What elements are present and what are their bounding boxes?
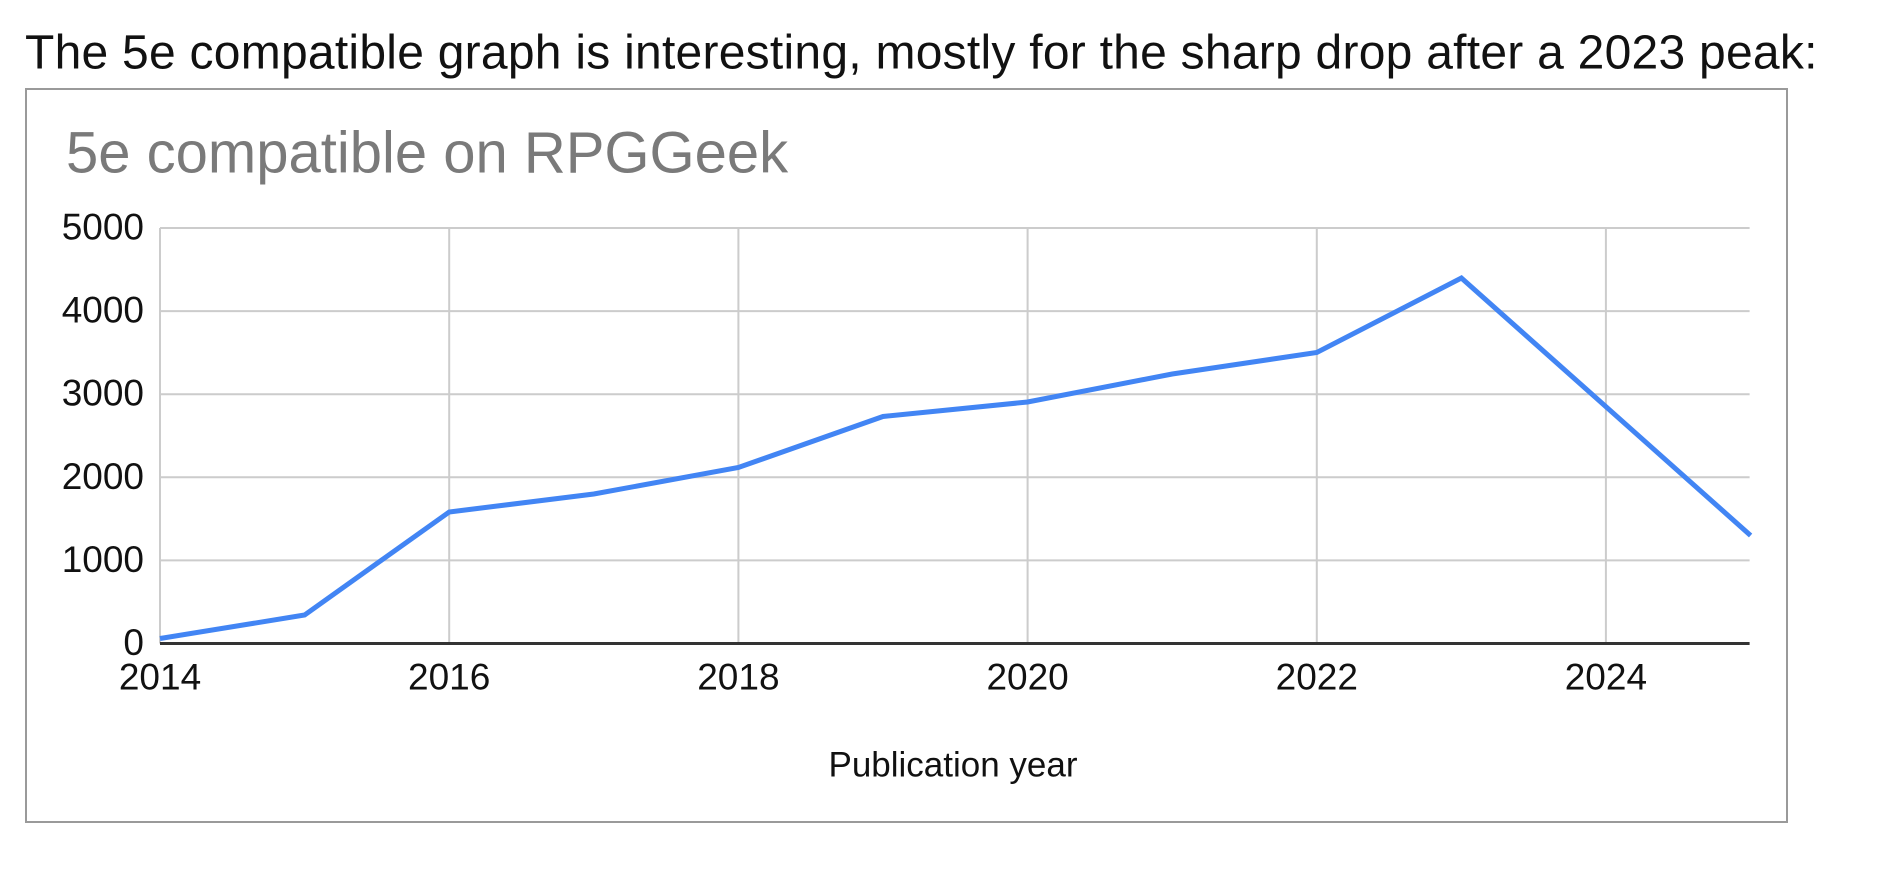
svg-text:2000: 2000 <box>62 456 144 497</box>
svg-text:0: 0 <box>123 622 144 663</box>
svg-text:5e compatible on RPGGeek: 5e compatible on RPGGeek <box>66 121 789 186</box>
svg-text:2022: 2022 <box>1276 656 1358 697</box>
svg-text:1000: 1000 <box>62 539 144 580</box>
svg-text:3000: 3000 <box>62 373 144 414</box>
svg-text:2020: 2020 <box>986 656 1068 697</box>
svg-text:2018: 2018 <box>697 656 779 697</box>
svg-text:2014: 2014 <box>119 656 201 697</box>
svg-text:2024: 2024 <box>1565 656 1647 697</box>
svg-text:5000: 5000 <box>62 207 144 248</box>
svg-text:The 5e compatible graph is int: The 5e compatible graph is interesting, … <box>25 27 1818 80</box>
svg-text:4000: 4000 <box>62 290 144 331</box>
svg-text:2016: 2016 <box>408 656 490 697</box>
svg-text:Publication year: Publication year <box>828 746 1077 785</box>
